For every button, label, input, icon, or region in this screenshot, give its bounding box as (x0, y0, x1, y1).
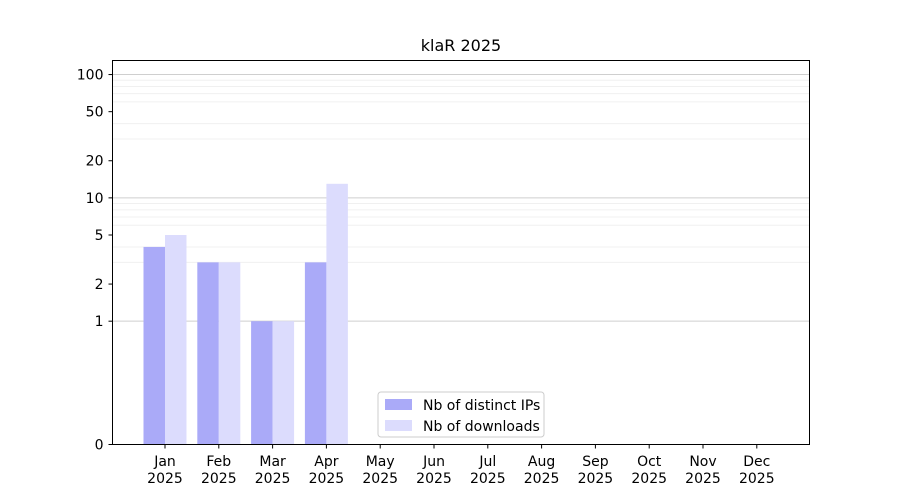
x-tick-label-year: 2025 (470, 471, 506, 487)
x-tick-label-month: Jan (153, 454, 176, 470)
legend-label: Nb of downloads (423, 419, 540, 435)
grid-lines (112, 74, 810, 322)
legend-box (377, 391, 545, 438)
bar-distinct-ips (197, 262, 219, 445)
x-tick-label-year: 2025 (147, 471, 183, 487)
y-tick-label: 50 (86, 105, 104, 121)
x-tick-label-month: Jul (478, 454, 496, 470)
y-tick-label: 20 (86, 154, 104, 170)
x-tick-label-month: Sep (582, 454, 609, 470)
x-tick-label-month: Oct (637, 454, 662, 470)
x-tick-label-year: 2025 (309, 471, 345, 487)
y-axis: 0 1 2 5 10 20 50 100 (77, 68, 113, 454)
plot-frame (112, 60, 810, 445)
x-tick-label-year: 2025 (578, 471, 614, 487)
x-tick-label-year: 2025 (739, 471, 775, 487)
legend-swatch (385, 399, 412, 410)
y-tick-label: 5 (95, 228, 104, 244)
x-tick-label-month: Jun (422, 454, 445, 470)
y-tick-label: 100 (77, 68, 104, 84)
x-tick-label-month: Apr (314, 454, 338, 470)
bar-distinct-ips (304, 262, 327, 445)
bar-downloads (326, 183, 348, 445)
y-tick-label: 1 (95, 314, 104, 330)
legend-swatch (385, 420, 412, 431)
bar-distinct-ips (143, 246, 165, 445)
x-tick-label-year: 2025 (631, 471, 667, 487)
legend: Nb of distinct IPs Nb of downloads (377, 391, 545, 438)
x-tick-label-year: 2025 (524, 471, 560, 487)
y-tick-label: 2 (95, 277, 104, 293)
x-tick-label-year: 2025 (201, 471, 237, 487)
bar-downloads (272, 321, 295, 445)
x-tick-label-year: 2025 (416, 471, 452, 487)
chart-title: klaR 2025 (421, 36, 501, 55)
x-tick-label-month: Aug (528, 454, 555, 470)
bar-downloads (218, 262, 241, 445)
y-tick-label: 10 (86, 191, 104, 207)
x-axis: Jan2025Feb2025Mar2025Apr2025May2025Jun20… (147, 444, 775, 487)
x-tick-label-year: 2025 (255, 471, 291, 487)
y-tick-label: 0 (95, 438, 104, 454)
bar-downloads (165, 234, 187, 445)
bar-distinct-ips (251, 321, 273, 445)
x-tick-label-year: 2025 (685, 471, 721, 487)
x-tick-label-month: Mar (259, 454, 286, 470)
x-tick-label-month: Dec (743, 454, 770, 470)
x-tick-label-month: Nov (689, 454, 716, 470)
x-tick-label-month: May (366, 454, 395, 470)
legend-label: Nb of distinct IPs (423, 398, 540, 414)
bars (143, 183, 348, 445)
x-tick-label-month: Feb (206, 454, 231, 470)
x-tick-label-year: 2025 (362, 471, 398, 487)
